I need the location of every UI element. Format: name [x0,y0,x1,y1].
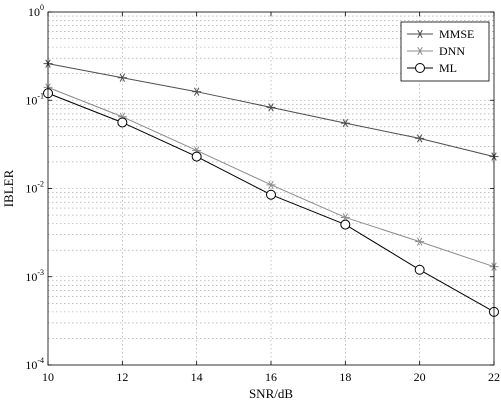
data-point-mmse [266,103,276,112]
x-tick-label: 20 [414,370,426,384]
y-tick-label: 10-4 [25,356,44,372]
legend-label-ml: ML [439,61,457,75]
data-point-dnn [415,237,425,246]
x-axis-ticks: 10 12 14 16 18 20 22 [42,12,500,384]
legend-label-dnn: DNN [439,44,465,58]
series-line-ml [47,92,495,313]
data-point-ml [117,117,128,128]
y-tick-label: 10-2 [25,180,44,196]
legend: MMSE DNN ML [400,21,490,82]
y-tick-label: 100 [28,3,44,19]
data-point-mmse [415,134,425,143]
x-tick-label: 14 [191,370,203,384]
y-axis-title: IBLER [1,169,16,207]
legend-marker-ml [415,63,425,73]
y-tick-label: 10-1 [25,91,44,107]
data-point-ml [191,151,202,162]
grid [48,12,494,365]
x-tick-label: 12 [116,370,128,384]
data-point-ml [414,264,425,275]
x-axis-title: SNR/dB [249,386,293,401]
x-tick-label: 16 [265,370,277,384]
data-point-mmse [192,87,202,96]
data-point-mmse [117,73,127,82]
y-tick-label: 10-3 [25,268,44,284]
x-tick-label: 22 [488,370,500,384]
data-point-ml [340,219,351,230]
legend-marker-mmse [415,29,425,39]
data-point-mmse [340,119,350,128]
legend-marker-dnn [415,46,425,56]
legend-label-mmse: MMSE [439,27,474,41]
data-point-ml [266,189,276,200]
x-tick-label: 10 [42,370,54,384]
data-point-dnn [266,180,276,189]
x-tick-label: 18 [339,370,351,384]
y-axis-ticks: 100 10-1 10-2 10-3 10-4 [25,3,494,372]
